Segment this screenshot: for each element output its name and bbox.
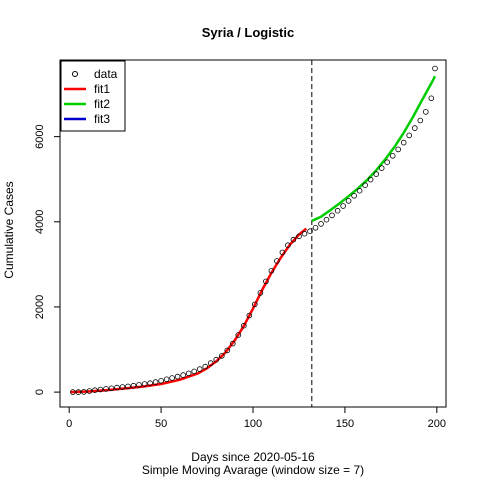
data-point xyxy=(429,96,434,101)
data-point xyxy=(319,222,324,227)
series-line-fit1 xyxy=(71,229,306,393)
x-tick-label: 200 xyxy=(428,418,446,430)
series-line-fit2 xyxy=(312,76,435,221)
x-axis: 0 50 100 150 200 xyxy=(66,407,446,430)
chart-title: Syria / Logistic xyxy=(202,25,294,40)
data-point xyxy=(433,66,438,71)
legend-label-fit3: fit3 xyxy=(94,112,110,126)
data-point xyxy=(159,378,164,383)
y-axis: 0 2000 4000 6000 xyxy=(34,124,60,395)
data-point xyxy=(423,110,428,115)
data-point xyxy=(385,160,390,165)
legend-label-fit1: fit1 xyxy=(94,82,110,96)
data-point xyxy=(313,225,318,230)
x-tick-label: 50 xyxy=(155,418,167,430)
data-point xyxy=(396,147,401,152)
data-point xyxy=(341,204,346,209)
data-point xyxy=(401,140,406,145)
data-point xyxy=(374,172,379,177)
data-point xyxy=(330,213,335,218)
data-point xyxy=(324,217,329,222)
data-point xyxy=(164,377,169,382)
legend-label-data: data xyxy=(94,67,118,81)
plot-content xyxy=(71,60,438,407)
data-point xyxy=(418,118,423,123)
y-tick-label: 6000 xyxy=(34,124,46,148)
data-point xyxy=(192,369,197,374)
data-point xyxy=(302,231,307,236)
x-tick-label: 0 xyxy=(66,418,72,430)
data-point xyxy=(346,199,351,204)
y-tick-label: 2000 xyxy=(34,295,46,319)
data-point xyxy=(170,376,175,381)
y-tick-label: 4000 xyxy=(34,210,46,234)
data-point xyxy=(390,153,395,158)
x-tick-label: 100 xyxy=(244,418,262,430)
legend-label-fit2: fit2 xyxy=(94,97,110,111)
chart-subtitle: Simple Moving Avarage (window size = 7) xyxy=(142,463,364,477)
data-point xyxy=(407,133,412,138)
y-axis-label: Cumulative Cases xyxy=(2,181,16,278)
data-point xyxy=(352,193,357,198)
data-point xyxy=(357,188,362,193)
data-point xyxy=(175,374,180,379)
data-point xyxy=(412,126,417,131)
data-point xyxy=(186,371,191,376)
data-point xyxy=(335,208,340,213)
data-point xyxy=(181,373,186,378)
x-axis-label: Days since 2020-05-16 xyxy=(191,450,315,464)
data-point xyxy=(197,367,202,372)
data-point xyxy=(379,166,384,171)
y-tick-label: 0 xyxy=(34,389,46,395)
x-tick-label: 150 xyxy=(336,418,354,430)
